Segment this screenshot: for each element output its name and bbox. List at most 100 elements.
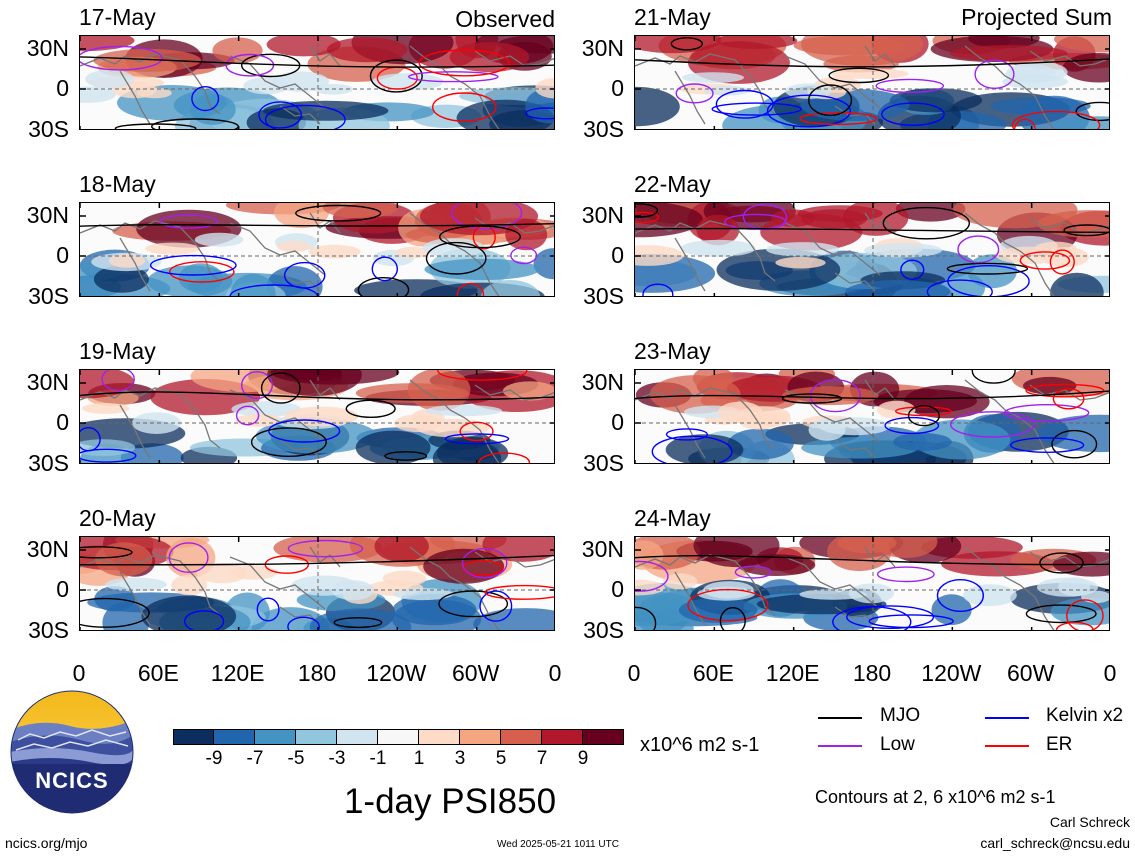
coastline	[80, 387, 221, 449]
coastline	[309, 546, 341, 568]
field-blob	[535, 78, 554, 99]
coastline	[80, 220, 221, 282]
coastline	[119, 70, 151, 125]
contour	[876, 566, 935, 583]
field-blob	[419, 203, 539, 236]
contour	[957, 235, 1000, 264]
field-blob	[771, 209, 816, 227]
panel-date: 24-May	[634, 505, 711, 531]
field-blob	[889, 88, 983, 113]
contour	[168, 542, 209, 574]
map-panel	[79, 369, 555, 464]
contour	[651, 435, 733, 463]
coastline	[674, 70, 706, 125]
legend-kelvin-label: Kelvin x2	[1046, 705, 1124, 726]
field-blob	[85, 69, 135, 89]
lat-label: 0	[611, 242, 624, 268]
field-blob	[308, 244, 361, 259]
coastline	[834, 105, 876, 125]
coastline	[674, 571, 706, 626]
coastline	[279, 439, 321, 459]
lat-label: 30S	[28, 283, 69, 309]
contour	[240, 371, 273, 400]
contour	[766, 94, 852, 128]
contour	[882, 206, 970, 240]
contour	[295, 204, 382, 222]
contour	[635, 606, 657, 630]
contour	[418, 49, 510, 77]
contour	[461, 547, 508, 579]
panel-date: 17-May	[79, 4, 156, 30]
mjo-contour	[80, 222, 554, 227]
contour	[635, 203, 659, 218]
legend-mjo-line	[818, 717, 862, 719]
coastline	[964, 212, 1055, 296]
contour	[635, 211, 660, 224]
colorbar-label: 3	[454, 748, 466, 769]
map-panel	[634, 536, 1110, 631]
contour	[357, 277, 410, 296]
field-blob	[635, 540, 664, 570]
field-blob	[80, 36, 135, 52]
colorbar-label: -9	[205, 748, 223, 769]
author: Carl Schreck	[1049, 814, 1130, 830]
lat-label: 30S	[583, 450, 624, 476]
lat-label: 30S	[583, 617, 624, 643]
coastline	[635, 53, 776, 115]
contour	[425, 241, 487, 275]
coastline	[309, 212, 341, 234]
colorbar-cell	[337, 729, 378, 745]
lat-label: 30N	[26, 369, 69, 395]
field-blob	[845, 280, 951, 296]
lat-label: 0	[611, 409, 624, 435]
field-blob	[848, 583, 895, 604]
contour	[159, 214, 218, 229]
colorbar-label: 9	[577, 748, 589, 769]
field-blob	[230, 273, 276, 296]
lat-label: 30N	[581, 35, 624, 61]
colorbar-units: x10^6 m2 s-1	[640, 734, 760, 756]
legend-low-label: Low	[880, 734, 915, 755]
panel-date: 22-May	[634, 171, 711, 197]
coastline	[409, 45, 500, 129]
contour	[1075, 101, 1109, 122]
contour	[444, 433, 510, 445]
lat-label: 0	[611, 75, 624, 101]
contour	[635, 560, 669, 592]
coastline	[279, 105, 321, 125]
contour	[715, 89, 774, 119]
field-blob	[407, 370, 471, 411]
field-blob	[80, 370, 135, 399]
legend-low-line	[818, 745, 862, 747]
contour	[371, 256, 398, 282]
field-blob	[196, 563, 247, 584]
coastline	[1029, 384, 1109, 401]
contour	[183, 610, 225, 630]
contour	[431, 92, 497, 122]
contour	[742, 203, 788, 231]
coastline	[409, 379, 500, 463]
mjo-contour	[635, 227, 1109, 234]
colorbar-cell	[255, 729, 296, 745]
field-blob	[808, 418, 846, 441]
field-blob	[93, 48, 202, 72]
contour	[971, 370, 1016, 384]
email: carl_schreck@ncsu.edu	[980, 835, 1130, 851]
logo-text: NCICS	[35, 768, 109, 793]
field-blob	[131, 412, 181, 434]
coastline	[674, 237, 706, 292]
main-title: 1-day PSI850	[343, 782, 557, 821]
map-panel	[79, 536, 555, 631]
field-blob	[864, 242, 942, 258]
contour	[1010, 437, 1085, 454]
contour	[675, 83, 714, 104]
lat-label: 30N	[26, 536, 69, 562]
contour	[101, 370, 135, 392]
mjo-contour	[635, 390, 1109, 400]
coastline	[964, 546, 1055, 630]
contour	[974, 59, 1015, 90]
colorbar-cell	[583, 729, 624, 745]
field-blob	[291, 575, 358, 596]
field-blob	[178, 263, 224, 293]
field-blob	[392, 593, 477, 626]
